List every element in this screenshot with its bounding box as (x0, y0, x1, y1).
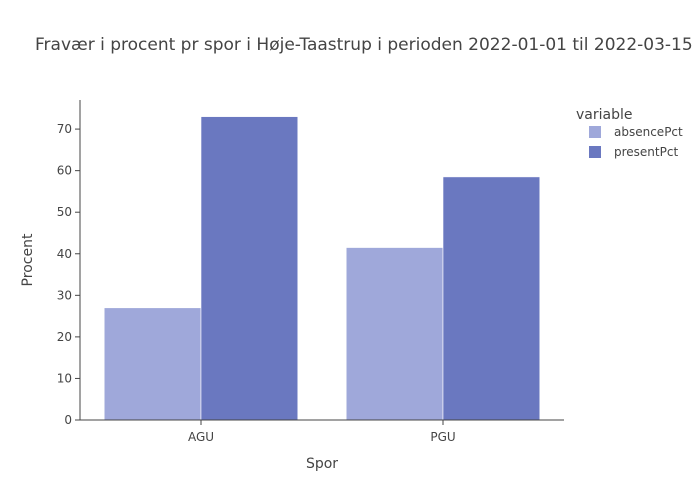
y-tick-label: 70 (57, 122, 72, 136)
bar-presentPct-PGU (442, 176, 541, 421)
legend-item-presentPct: presentPct (614, 145, 678, 159)
y-tick-label: 60 (57, 164, 72, 178)
x-tick-label: AGU (188, 430, 214, 444)
x-axis-title: Spor (306, 456, 338, 472)
y-tick-label: 30 (57, 288, 72, 302)
y-tick-label: 40 (57, 247, 72, 261)
legend-title: variable (576, 107, 632, 123)
axes: AGU PGU 0 10 20 30 40 50 60 70 (57, 100, 564, 444)
legend-swatch-presentPct (589, 146, 601, 158)
bar-presentPct-AGU (200, 116, 299, 421)
chart-title: Fravær i procent pr spor i Høje-Taastrup… (35, 35, 693, 55)
legend-item-absencePct: absencePct (614, 125, 683, 139)
legend: variable absencePct presentPct (576, 107, 683, 159)
y-tick-label: 50 (57, 205, 72, 219)
plot-area (103, 116, 541, 421)
legend-swatch-absencePct (589, 126, 601, 138)
y-tick-label: 10 (57, 371, 72, 385)
x-tick-label: PGU (430, 430, 455, 444)
y-tick-label: 0 (64, 413, 72, 427)
bar-absencePct-AGU (103, 307, 202, 421)
bar-absencePct-PGU (345, 247, 444, 421)
y-tick-label: 20 (57, 330, 72, 344)
y-axis-title: Procent (20, 233, 36, 286)
